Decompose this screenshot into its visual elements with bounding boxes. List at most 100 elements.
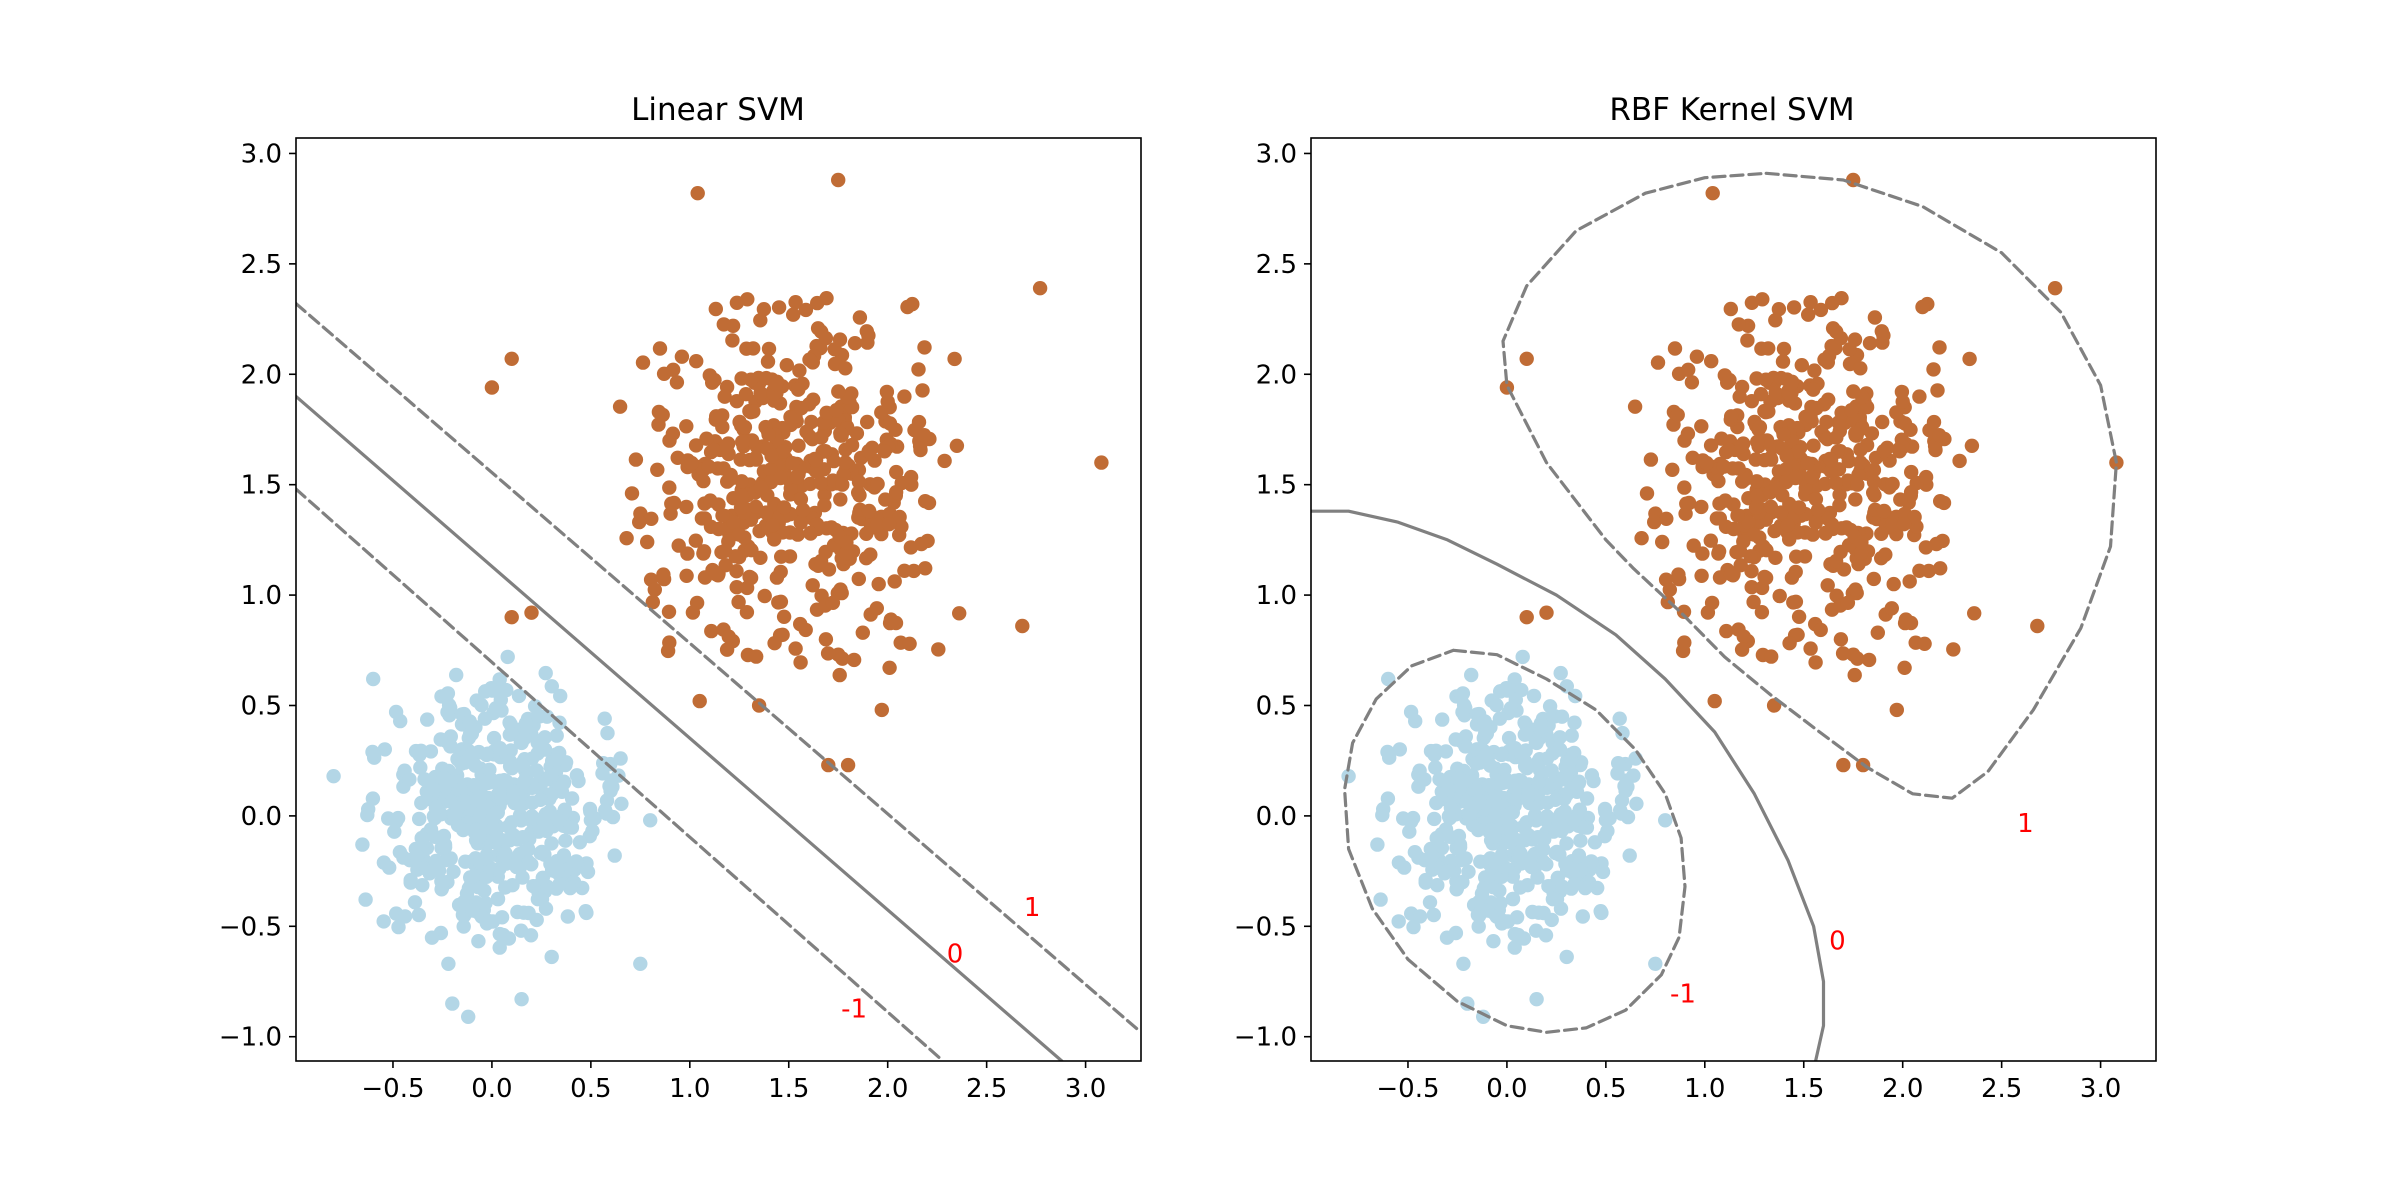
- rbf-class0-point: [1507, 940, 1522, 955]
- rbf-class1-point: [1671, 567, 1686, 582]
- rbf-class1-point: [1714, 431, 1729, 446]
- linear-class0-point: [492, 741, 508, 756]
- rbf-class1-point: [1804, 470, 1820, 485]
- rbf-class1-point: [1700, 605, 1716, 620]
- linear-class1-point: [869, 601, 884, 616]
- rbf-class1-point: [1964, 438, 1980, 453]
- linear-class1-point: [790, 527, 805, 542]
- linear-class1-point: [679, 419, 694, 434]
- rbf-class1-point: [1886, 576, 1901, 592]
- rbf-class1-point: [1676, 604, 1692, 619]
- linear-class0-point: [485, 914, 501, 929]
- rbf-xtick-label: 0.0: [1486, 1074, 1527, 1104]
- linear-class1-point: [696, 473, 711, 489]
- rbf-class1-point: [1780, 518, 1796, 533]
- linear-class1-point: [746, 341, 761, 356]
- linear-class1-point: [716, 317, 731, 332]
- rbf-xtick-label: 1.5: [1783, 1074, 1824, 1104]
- rbf-class0-point: [1464, 667, 1479, 683]
- rbf-xtick-label: 1.0: [1684, 1074, 1725, 1104]
- linear-class1-point: [774, 549, 789, 564]
- rbf-class1-point: [1694, 499, 1709, 515]
- linear-class1-point: [826, 453, 841, 469]
- linear-plot-area: 1 0 -1: [296, 172, 1141, 1061]
- linear-class0-point: [595, 766, 610, 781]
- linear-xtick-label: 1.5: [768, 1074, 809, 1104]
- rbf-class0-point: [1516, 819, 1531, 834]
- linear-class0-point: [491, 831, 506, 846]
- linear-class1-point: [852, 310, 868, 325]
- rbf-class1-point: [1744, 295, 1760, 310]
- linear-class1-point: [788, 295, 803, 310]
- linear-class1-point: [729, 564, 744, 579]
- rbf-class1-point: [1835, 646, 1851, 661]
- rbf-class1-point: [1926, 362, 1941, 377]
- linear-class1-point: [706, 442, 722, 458]
- linear-class0-point: [501, 931, 517, 946]
- linear-class1-point: [771, 300, 787, 315]
- rbf-class1-point: [1866, 474, 1882, 490]
- linear-class0-point: [358, 892, 373, 907]
- linear-class1-point: [749, 649, 764, 664]
- linear-class1-point: [701, 459, 716, 474]
- linear-class1-point: [743, 570, 759, 586]
- rbf-class0-point: [1600, 823, 1615, 839]
- rbf-class0-point: [1572, 802, 1588, 817]
- rbf-class1-point: [1828, 475, 1843, 490]
- linear-class1-point: [1015, 618, 1030, 634]
- linear-class1-point: [751, 698, 767, 713]
- rbf-class0-point: [1513, 846, 1528, 861]
- rbf-class0-point: [1533, 716, 1549, 731]
- rbf-class1-point: [1773, 505, 1789, 520]
- rbf-class0-point: [1658, 813, 1673, 828]
- linear-class1-point: [679, 568, 694, 583]
- linear-class0-point: [490, 891, 506, 907]
- linear-class1-point: [733, 500, 749, 515]
- linear-class1-point: [793, 655, 808, 670]
- linear-class1-point: [808, 453, 824, 468]
- rbf-class1-point: [1930, 383, 1945, 398]
- linear-class0-point: [414, 795, 429, 811]
- linear-class0-point: [548, 752, 564, 767]
- linear-xtick-label: −0.5: [361, 1074, 424, 1104]
- rbf-class1-point: [1681, 362, 1696, 377]
- linear-class0-point: [415, 878, 430, 893]
- linear-svm-title: Linear SVM: [631, 92, 805, 128]
- linear-class1-point: [753, 480, 769, 495]
- rbf-class0-point: [1487, 829, 1502, 844]
- rbf-class0-point: [1528, 735, 1544, 750]
- linear-class1-point: [851, 485, 866, 500]
- linear-class0-point: [530, 892, 546, 907]
- linear-class0-point: [360, 807, 375, 823]
- rbf-class0-point: [1451, 828, 1467, 844]
- rbf-class1-point: [1758, 570, 1774, 586]
- rbf-class1-point: [1694, 419, 1709, 434]
- rbf-class1-point: [1726, 521, 1741, 537]
- rbf-class0-point: [1424, 848, 1440, 864]
- linear-class1-point: [874, 702, 889, 718]
- rbf-class1-point: [1779, 448, 1794, 464]
- rbf-class1-point: [1776, 427, 1791, 442]
- linear-class0-point: [520, 842, 535, 858]
- rbf-contour-label: -1: [1670, 979, 1696, 1009]
- linear-class0-point: [449, 667, 464, 683]
- rbf-plot-area: 1 0 -1: [1311, 171, 2124, 1061]
- rbf-class0-point: [1370, 837, 1385, 852]
- linear-ytick-label: −0.5: [219, 912, 282, 942]
- rbf-class1-point: [1808, 515, 1824, 530]
- linear-class1-point: [708, 567, 724, 582]
- rbf-class1-point: [1885, 476, 1900, 492]
- linear-class1-point: [833, 582, 848, 597]
- linear-class1-point: [764, 448, 779, 464]
- linear-class1-point: [798, 302, 814, 318]
- linear-class1-point: [776, 444, 791, 459]
- linear-class1-point: [738, 387, 754, 402]
- linear-class1-point: [635, 355, 651, 370]
- rbf-class1-point: [1817, 352, 1832, 367]
- rbf-class1-point: [2030, 618, 2045, 634]
- rbf-class1-point: [1752, 419, 1768, 435]
- linear-class1-point: [640, 534, 655, 550]
- linear-class1-point: [838, 455, 853, 470]
- linear-class1-point: [832, 332, 848, 347]
- rbf-class1-point: [1677, 480, 1692, 495]
